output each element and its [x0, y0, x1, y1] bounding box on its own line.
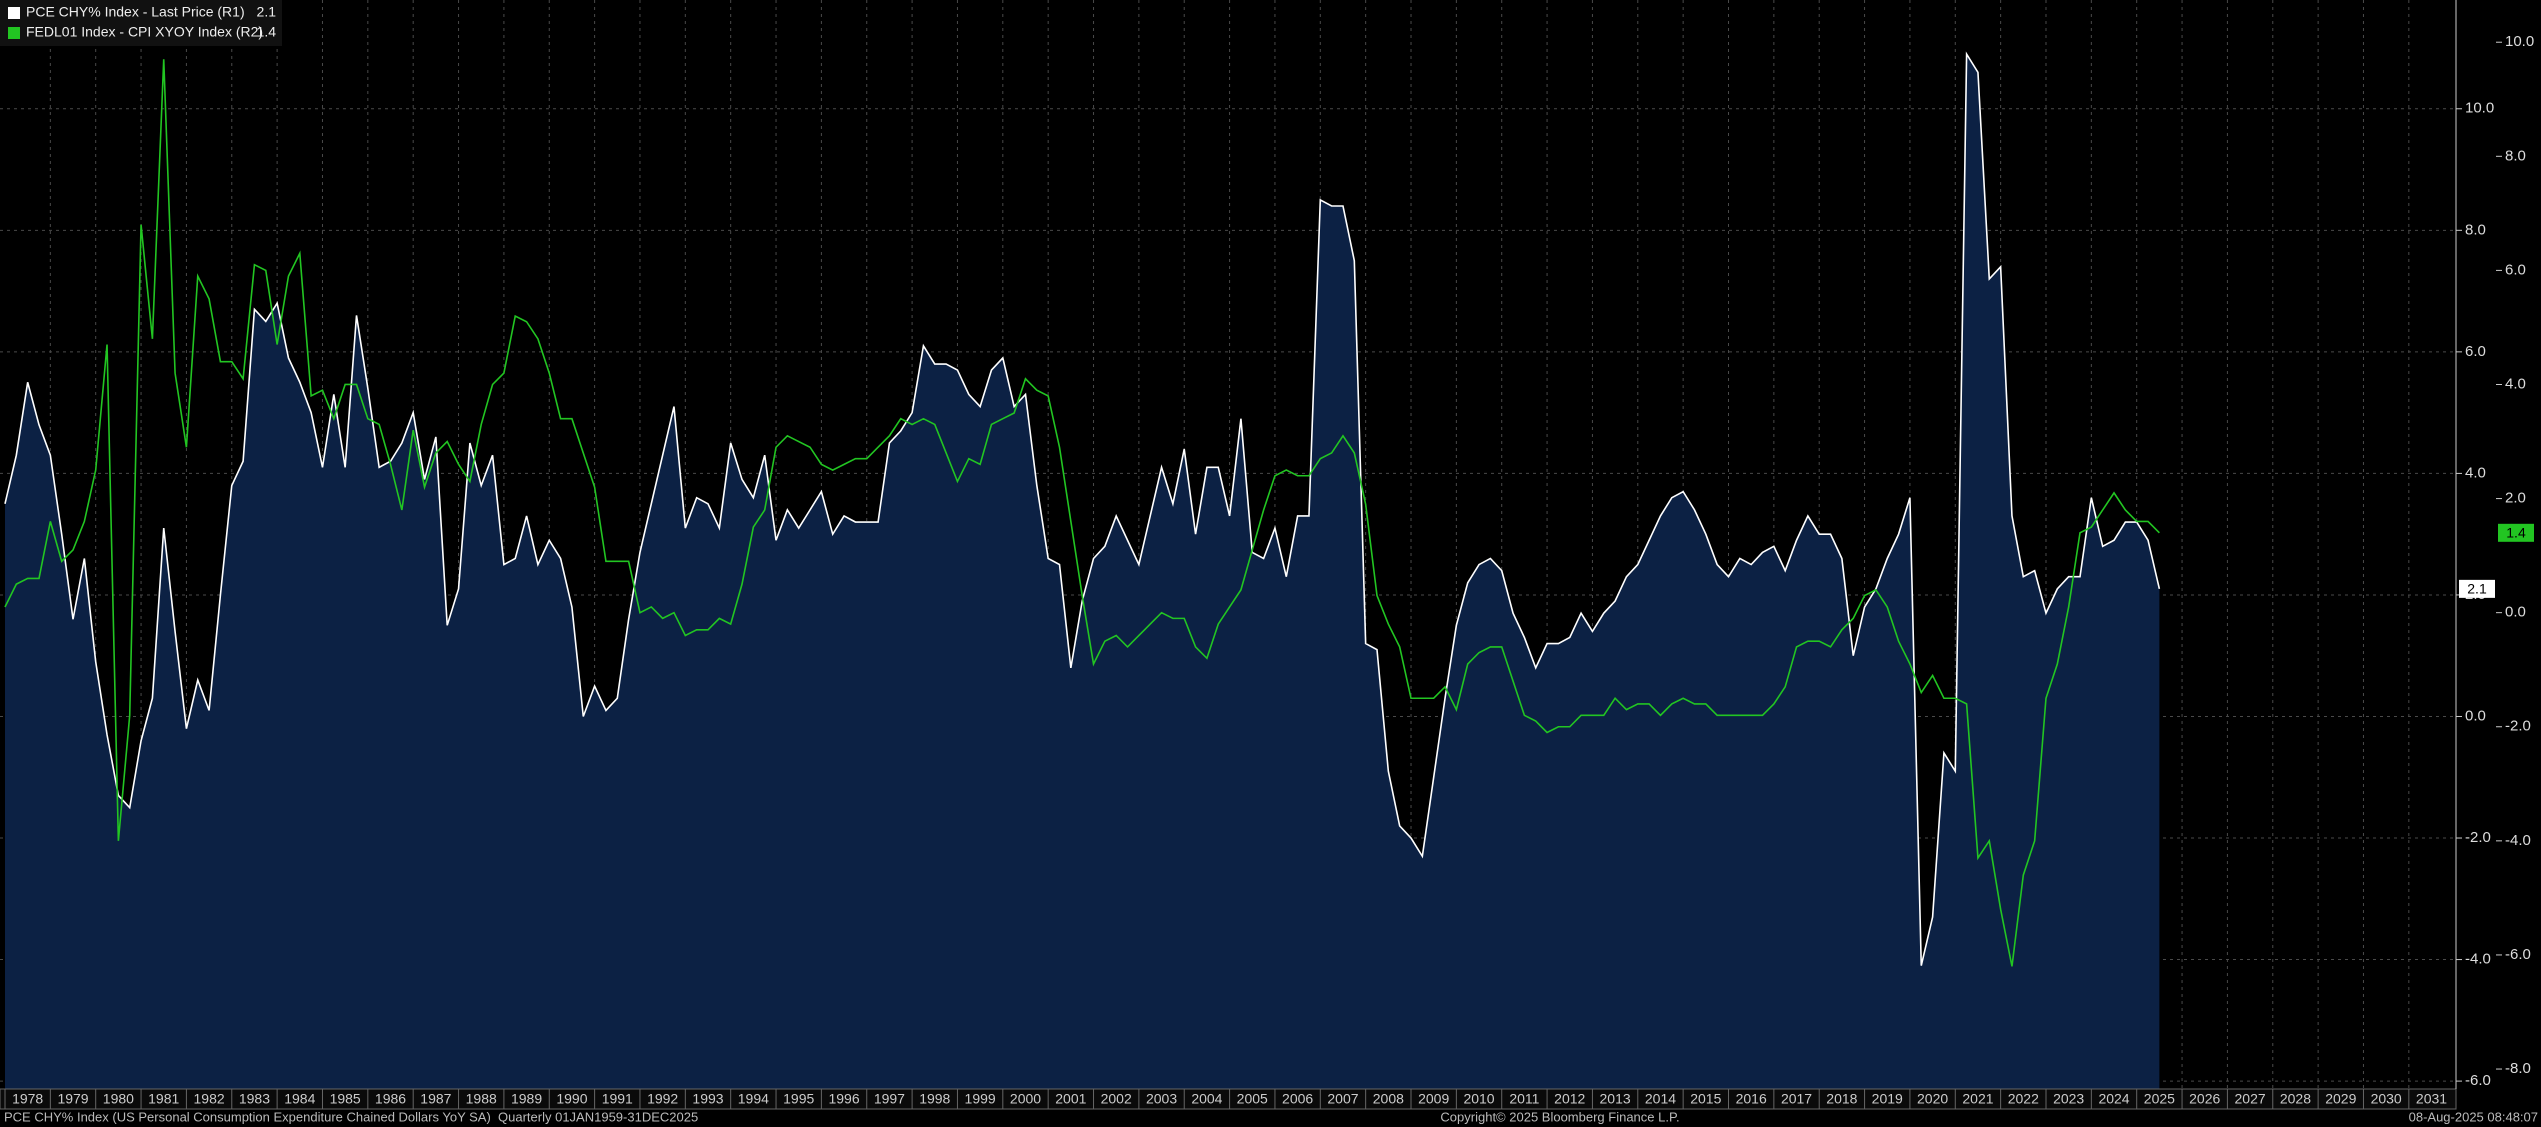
y2-tick-label: -4.0 — [2505, 832, 2531, 849]
x-tick-label: 2005 — [1237, 1091, 1268, 1107]
x-tick-label: 2029 — [2325, 1091, 2356, 1107]
x-tick-label: 1997 — [874, 1091, 905, 1107]
y2-tick-label: 8.0 — [2505, 147, 2526, 164]
y2-tick-label: -2.0 — [2505, 718, 2531, 735]
footer-timestamp: 08-Aug-2025 08:48:07 — [2409, 1109, 2538, 1124]
x-tick-label: 2006 — [1282, 1091, 1313, 1107]
legend-value: 1.4 — [257, 24, 277, 40]
x-tick-label: 1983 — [239, 1091, 270, 1107]
footer-description: PCE CHY% Index (US Personal Consumption … — [4, 1109, 698, 1124]
x-tick-label: 1985 — [330, 1091, 361, 1107]
x-tick-label: 2027 — [2235, 1091, 2266, 1107]
x-tick-label: 2010 — [1463, 1091, 1494, 1107]
area — [4, 54, 2160, 1090]
y2-tick-label: 2.0 — [2505, 490, 2526, 507]
y-tick-label: -4.0 — [2465, 951, 2491, 968]
y-tick-label: -2.0 — [2465, 829, 2491, 846]
x-tick-label: 2028 — [2280, 1091, 2311, 1107]
legend: PCE CHY% Index - Last Price (R1) 2.1 FEDL0… — [0, 0, 282, 46]
y2-tick-label: 10.0 — [2505, 33, 2534, 50]
x-tick-label: 2014 — [1645, 1091, 1676, 1107]
y2-tick-label: 4.0 — [2505, 375, 2526, 392]
last-value-label: 2.1 — [2467, 581, 2487, 597]
x-tick-label: 2001 — [1055, 1091, 1086, 1107]
x-tick-label: 1999 — [965, 1091, 996, 1107]
x-tick-label: 1993 — [692, 1091, 723, 1107]
x-tick-label: 2023 — [2053, 1091, 2084, 1107]
x-tick-label: 1990 — [556, 1091, 587, 1107]
x-tick-label: 1998 — [919, 1091, 950, 1107]
x-tick-label: 2018 — [1826, 1091, 1857, 1107]
x-tick-label: 2016 — [1736, 1091, 1767, 1107]
x-tick-label: 1994 — [738, 1091, 769, 1107]
x-tick-label: 1995 — [783, 1091, 814, 1107]
last-value-box — [2459, 579, 2495, 598]
legend-swatch — [8, 27, 20, 39]
x-tick-label: 1984 — [284, 1091, 315, 1107]
x-tick-label: 2002 — [1101, 1091, 1132, 1107]
x-tick-label: 2011 — [1509, 1091, 1539, 1107]
x-tick-label: 1996 — [828, 1091, 859, 1107]
last-value-box — [2498, 523, 2534, 542]
legend-swatch — [8, 7, 20, 19]
x-tick-label: 2012 — [1554, 1091, 1585, 1107]
x-tick-label: 1988 — [466, 1091, 497, 1107]
x-tick-label: 1978 — [12, 1091, 43, 1107]
x-tick-label: 2021 — [1962, 1091, 1993, 1107]
x-tick-label: 2003 — [1146, 1091, 1177, 1107]
y-tick-label: 0.0 — [2465, 707, 2486, 724]
x-tick-label: 2008 — [1373, 1091, 1404, 1107]
y-tick-label: 8.0 — [2465, 221, 2486, 238]
x-tick-label: 2026 — [2189, 1091, 2220, 1107]
y-tick-label: 6.0 — [2465, 343, 2486, 360]
y-tick-label: 4.0 — [2465, 464, 2486, 481]
x-tick-label: 2009 — [1418, 1091, 1449, 1107]
x-tick-label: 2022 — [2008, 1091, 2039, 1107]
legend-label: PCE CHY% Index - Last Price (R1) — [26, 4, 245, 20]
x-tick-label: 1989 — [511, 1091, 542, 1107]
x-tick-label: 2030 — [2371, 1091, 2402, 1107]
y2-tick-label: 6.0 — [2505, 261, 2526, 278]
x-tick-label: 2019 — [1872, 1091, 1903, 1107]
x-tick-label: 1986 — [375, 1091, 406, 1107]
x-tick-label: 2020 — [1917, 1091, 1948, 1107]
x-tick-label: 2017 — [1781, 1091, 1812, 1107]
x-tick-label: 1980 — [103, 1091, 134, 1107]
last-value-label: 1.4 — [2506, 525, 2526, 541]
x-tick-label: 2013 — [1600, 1091, 1631, 1107]
legend-label: FEDL01 Index - CPI XYOY Index (R2) — [26, 24, 263, 40]
plot-area — [0, 0, 2456, 1090]
x-tick-label: 1981 — [148, 1091, 179, 1107]
y-tick-label: 10.0 — [2465, 100, 2494, 117]
x-tick-label: 2007 — [1327, 1091, 1358, 1107]
line — [4, 51, 2161, 966]
x-tick-label: 2031 — [2416, 1091, 2447, 1107]
legend-value: 2.1 — [257, 4, 277, 20]
x-tick-label: 1991 — [602, 1091, 633, 1107]
y-tick-label: -6.0 — [2465, 1072, 2491, 1089]
x-tick-label: 1979 — [57, 1091, 88, 1107]
line — [4, 59, 2160, 967]
x-tick-label: 2025 — [2144, 1091, 2175, 1107]
x-tick-label: 2000 — [1010, 1091, 1041, 1107]
x-tick-label: 2015 — [1690, 1091, 1721, 1107]
x-tick-label: 1992 — [647, 1091, 678, 1107]
x-tick-label: 2024 — [2098, 1091, 2129, 1107]
x-tick-label: 2004 — [1191, 1091, 1222, 1107]
footer-copyright: Copyright© 2025 Bloomberg Finance L.P. — [1440, 1109, 1679, 1124]
legend-box — [0, 0, 282, 46]
x-tick-label: 1987 — [420, 1091, 451, 1107]
y2-tick-label: 0.0 — [2505, 604, 2526, 621]
y2-tick-label: -8.0 — [2505, 1060, 2531, 1077]
x-axis-strip — [0, 1088, 2457, 1110]
x-tick-label: 1982 — [194, 1091, 225, 1107]
y2-tick-label: -6.0 — [2505, 946, 2531, 963]
